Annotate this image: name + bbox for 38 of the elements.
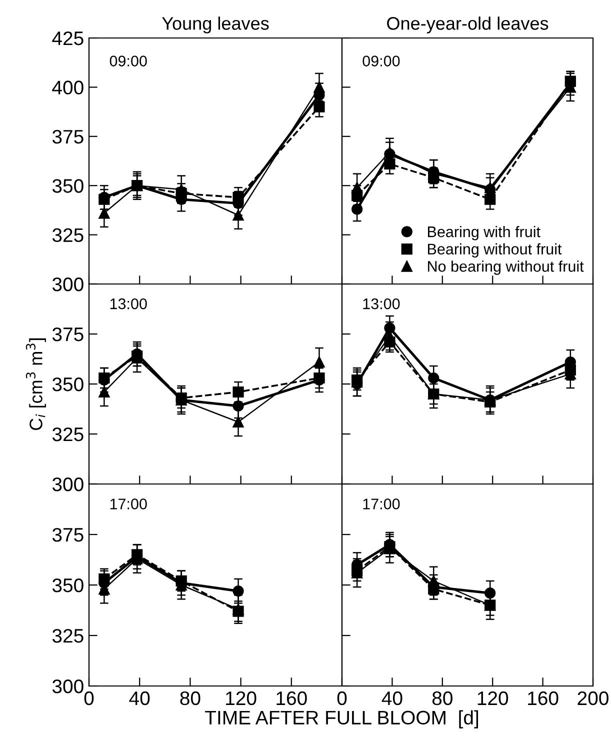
x-tick-label: 40 [382,691,402,706]
legend-label: Bearing without fruit [428,243,562,258]
y-tick-label: 325 [52,427,84,442]
y-tick-label: 325 [52,628,84,643]
x-tick-label: 80 [432,691,452,706]
legend-label: No bearing without fruit [428,260,584,275]
x-axis-title: TIME AFTER FULL BLOOM [d] [205,710,478,728]
annotation: 09:00 [110,56,147,66]
y-tick-label: 375 [52,327,84,342]
y-tick-label: 300 [52,679,84,694]
x-tick-label: 120 [226,691,256,706]
y-axis-title: C$_{i}$ [cm$^{3}$ m$^{3}$] [26,338,46,430]
x-tick-label: 80 [180,691,200,706]
annotation: 09:00 [362,56,400,66]
x-tick-label: 0 [84,691,94,706]
chart-title: One-year-old leaves [387,16,548,34]
y-tick-label: 375 [52,130,84,144]
x-tick-label: 200 [578,691,608,706]
annotation: 13:00 [110,298,147,310]
annotation: 17:00 [110,498,147,510]
y-tick-label: 400 [52,80,84,94]
x-tick-label: 120 [478,691,508,706]
y-tick-label: 300 [52,477,84,492]
y-tick-label: 425 [52,31,84,46]
legend-label: Bearing with fruit [428,226,540,240]
y-tick-label: 325 [52,228,84,242]
annotation: 17:00 [363,498,400,510]
y-tick-label: 375 [52,528,84,542]
chart-title: Young leaves [162,16,269,34]
x-tick-label: 160 [276,691,307,706]
x-tick-label: 40 [129,691,150,706]
x-tick-label: 160 [528,691,558,706]
annotation: 13:00 [363,298,400,310]
x-tick-label: 0 [337,691,347,706]
y-tick-label: 300 [52,277,84,292]
y-tick-label: 350 [52,179,84,193]
y-tick-label: 350 [52,578,84,592]
y-tick-label: 350 [52,377,84,392]
